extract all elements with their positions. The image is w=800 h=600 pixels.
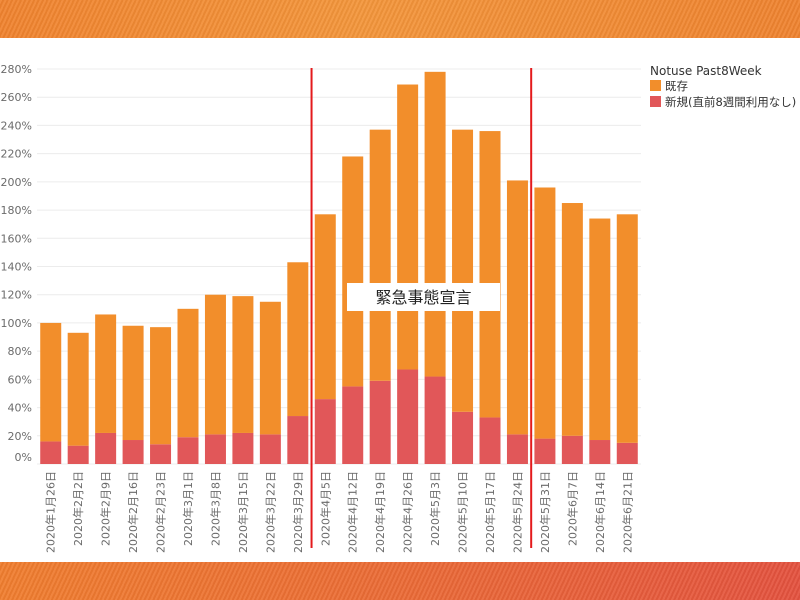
- bar-existing: [259, 301, 281, 435]
- x-tick-label: 2020年3月15日: [236, 471, 250, 553]
- x-tick-label: 2020年3月29日: [291, 471, 305, 553]
- x-tick-label: 2020年2月9日: [99, 471, 113, 546]
- bar-existing: [479, 131, 501, 418]
- bar-new: [342, 386, 364, 464]
- bar-existing: [452, 129, 474, 412]
- x-tick-label: 2020年5月24日: [510, 471, 524, 553]
- legend-swatch-new: [650, 96, 661, 107]
- y-tick-label: 120%: [1, 289, 32, 302]
- x-tick-label: 2020年3月22日: [263, 471, 277, 553]
- bar-existing: [506, 180, 528, 435]
- bar-existing: [40, 322, 62, 442]
- bar-new: [40, 441, 62, 464]
- bar-new: [287, 416, 309, 464]
- x-tick-label: 2020年2月23日: [154, 471, 168, 553]
- y-tick-label: 160%: [1, 232, 32, 245]
- bar-existing: [177, 308, 199, 438]
- y-tick-label: 100%: [1, 317, 32, 330]
- x-tick-label: 2020年5月17日: [483, 471, 497, 553]
- x-tick-label: 2020年3月8日: [208, 471, 222, 546]
- annotation-box: [347, 283, 500, 311]
- x-tick-label: 2020年2月2日: [71, 471, 85, 546]
- legend-label-existing: 既存: [665, 79, 688, 93]
- x-tick-label: 2020年6月14日: [593, 471, 607, 553]
- bar-existing: [150, 327, 172, 445]
- bar-existing: [369, 129, 391, 381]
- legend-title: Notuse Past8Week: [650, 64, 762, 78]
- y-tick-label: 0%: [15, 451, 32, 464]
- bar-new: [67, 445, 89, 464]
- bar-existing: [122, 325, 144, 441]
- annotation-label: 緊急事態宣言: [375, 288, 471, 307]
- bars: [40, 71, 638, 464]
- annotation-emergency-declaration: 緊急事態宣言: [347, 283, 500, 311]
- y-tick-label: 240%: [1, 119, 32, 132]
- bar-new: [506, 434, 528, 464]
- y-tick-label: 260%: [1, 91, 32, 104]
- bar-new: [204, 434, 226, 464]
- y-axis: 0% 20% 40% 60% 80% 100% 120% 140% 160% 180% 200% 22…: [1, 63, 32, 464]
- bottom-decorative-band: [0, 562, 800, 600]
- x-tick-label: 2020年5月31日: [538, 471, 552, 553]
- legend-swatch-existing: [650, 80, 661, 91]
- bar-existing: [561, 203, 583, 436]
- x-tick-label: 2020年5月3日: [428, 471, 442, 546]
- bar-existing: [616, 214, 638, 443]
- bar-new: [177, 437, 199, 464]
- legend-item-new: 新規(直前8週間利用なし): [650, 95, 796, 109]
- bar-existing: [287, 262, 309, 417]
- bar-existing: [589, 218, 611, 441]
- bar-existing: [424, 71, 446, 377]
- x-tick-label: 2020年3月1日: [181, 471, 195, 546]
- bar-new: [589, 440, 611, 464]
- bar-new: [314, 399, 336, 464]
- bar-new: [479, 417, 501, 464]
- y-tick-label: 220%: [1, 148, 32, 161]
- bar-existing: [314, 214, 336, 400]
- x-axis: 2020年1月26日 2020年2月2日 2020年2月9日 2020年2月16日 20…: [44, 471, 635, 553]
- bar-existing: [67, 332, 89, 446]
- x-tick-label: 2020年2月16日: [126, 471, 140, 553]
- bar-new: [122, 440, 144, 464]
- reference-lines: [310, 68, 533, 548]
- y-tick-label: 40%: [8, 402, 32, 415]
- y-tick-label: 180%: [1, 204, 32, 217]
- bar-new: [397, 369, 419, 464]
- y-tick-label: 60%: [8, 373, 32, 386]
- x-tick-label: 2020年5月10日: [456, 471, 470, 553]
- x-tick-label: 2020年6月21日: [620, 471, 634, 553]
- bar-existing: [204, 294, 226, 435]
- bar-existing: [534, 187, 556, 439]
- bar-new: [452, 411, 474, 464]
- legend: Notuse Past8Week 既存 新規(直前8週間利用なし): [650, 64, 796, 109]
- x-tick-label: 2020年4月19日: [373, 471, 387, 553]
- bar-new: [369, 380, 391, 464]
- bar-existing: [397, 84, 419, 370]
- bar-existing: [342, 156, 364, 387]
- bar-existing: [232, 296, 254, 433]
- y-tick-label: 280%: [1, 63, 32, 76]
- bar-new: [232, 432, 254, 464]
- y-tick-label: 200%: [1, 176, 32, 189]
- legend-label-new: 新規(直前8週間利用なし): [665, 95, 796, 109]
- x-tick-label: 2020年4月5日: [318, 471, 332, 546]
- bar-new: [534, 438, 556, 464]
- legend-item-existing: 既存: [650, 79, 688, 93]
- bar-existing: [95, 314, 117, 433]
- x-tick-label: 2020年1月26日: [44, 471, 58, 553]
- x-tick-label: 2020年6月7日: [565, 471, 579, 546]
- y-tick-label: 20%: [8, 430, 32, 443]
- bar-new: [95, 432, 117, 464]
- top-decorative-band: [0, 0, 800, 38]
- bar-new: [150, 444, 172, 464]
- bar-new: [561, 435, 583, 464]
- bar-new: [259, 434, 281, 464]
- x-tick-label: 2020年4月26日: [401, 471, 415, 553]
- y-tick-label: 140%: [1, 261, 32, 274]
- x-tick-label: 2020年4月12日: [346, 471, 360, 553]
- bar-new: [424, 376, 446, 464]
- bar-new: [616, 442, 638, 464]
- y-tick-label: 80%: [8, 345, 32, 358]
